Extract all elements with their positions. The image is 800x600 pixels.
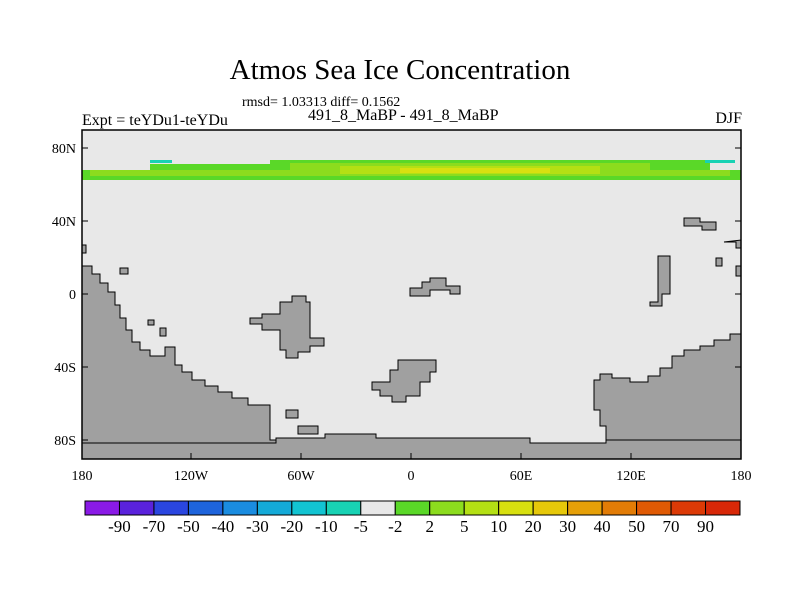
season-label: DJF: [715, 110, 742, 127]
colorbar-label: 30: [559, 517, 576, 536]
colorbar-box: [705, 500, 741, 516]
colorbar-label: 50: [628, 517, 645, 536]
colorbar-boxes: [84, 500, 741, 516]
colorbar-box: [636, 500, 672, 516]
colorbar-box: [498, 500, 534, 516]
stats-text: rmsd= 1.03313 diff= 0.1562: [242, 95, 401, 110]
colorbar-box: [394, 500, 431, 516]
arctic-sea-ice-band: [82, 160, 741, 180]
x-tick-label: 120E: [616, 469, 646, 484]
colorbar-label: -70: [143, 517, 166, 536]
colorbar-box: [256, 500, 293, 516]
colorbar-label: -5: [354, 517, 368, 536]
colorbar-label: -50: [177, 517, 200, 536]
experiment-label: Expt = teYDu1-teYDu: [82, 112, 228, 129]
colorbar-label: -20: [281, 517, 304, 536]
colorbar-box: [153, 500, 189, 516]
x-tick-label: 180: [72, 469, 93, 484]
x-tick-label: 60W: [287, 469, 315, 484]
colorbar-label: 2: [425, 517, 434, 536]
colorbar-label: 5: [460, 517, 469, 536]
colorbar-box: [532, 500, 569, 516]
colorbar-box: [429, 500, 465, 516]
colorbar-label: 40: [594, 517, 611, 536]
colorbar-box: [118, 500, 155, 516]
colorbar-box: [601, 500, 638, 516]
colorbar-box: [84, 500, 120, 516]
x-tick-label: 180: [731, 469, 752, 484]
colorbar-box: [222, 500, 258, 516]
y-tick-label: 80S: [54, 434, 76, 449]
colorbar-label: -10: [315, 517, 338, 536]
colorbar-box: [670, 500, 707, 516]
axis-ticks: [82, 147, 741, 459]
x-tick-label: 0: [408, 469, 415, 484]
colorbar-label: -90: [108, 517, 131, 536]
colorbar-label: -2: [388, 517, 402, 536]
colorbar-label: 90: [697, 517, 714, 536]
y-tick-label: 0: [69, 288, 76, 303]
x-tick-labels: 180 120W 60W 0 60E 120E 180: [72, 469, 752, 484]
colorbar-labels: -90 -70 -50 -40 -30 -20 -10 -5 -2 2 5 10 20 30 40 50 70 9…: [108, 517, 714, 536]
colorbar-box: [187, 500, 224, 516]
colorbar-label: 20: [525, 517, 542, 536]
x-tick-label: 60E: [510, 469, 533, 484]
experiment-subtitle: 491_8_MaBP - 491_8_MaBP: [308, 107, 499, 124]
colorbar-box: [463, 500, 500, 516]
colorbar-label: 70: [663, 517, 680, 536]
page-title: Atmos Sea Ice Concentration: [229, 54, 571, 86]
y-tick-label: 40N: [52, 215, 76, 230]
colorbar-box: [325, 500, 362, 516]
colorbar-box: [291, 500, 327, 516]
x-tick-label: 120W: [174, 469, 209, 484]
colorbar-label: -40: [212, 517, 235, 536]
y-tick-label: 40S: [54, 361, 76, 376]
y-tick-labels: 80N 40N 0 40S 80S: [52, 142, 76, 449]
y-tick-label: 80N: [52, 142, 76, 157]
land-masses: [81, 217, 742, 460]
colorbar-label: -30: [246, 517, 269, 536]
colorbar-label: 10: [490, 517, 507, 536]
colorbar-box: [567, 500, 603, 516]
colorbar-box: [360, 500, 396, 516]
